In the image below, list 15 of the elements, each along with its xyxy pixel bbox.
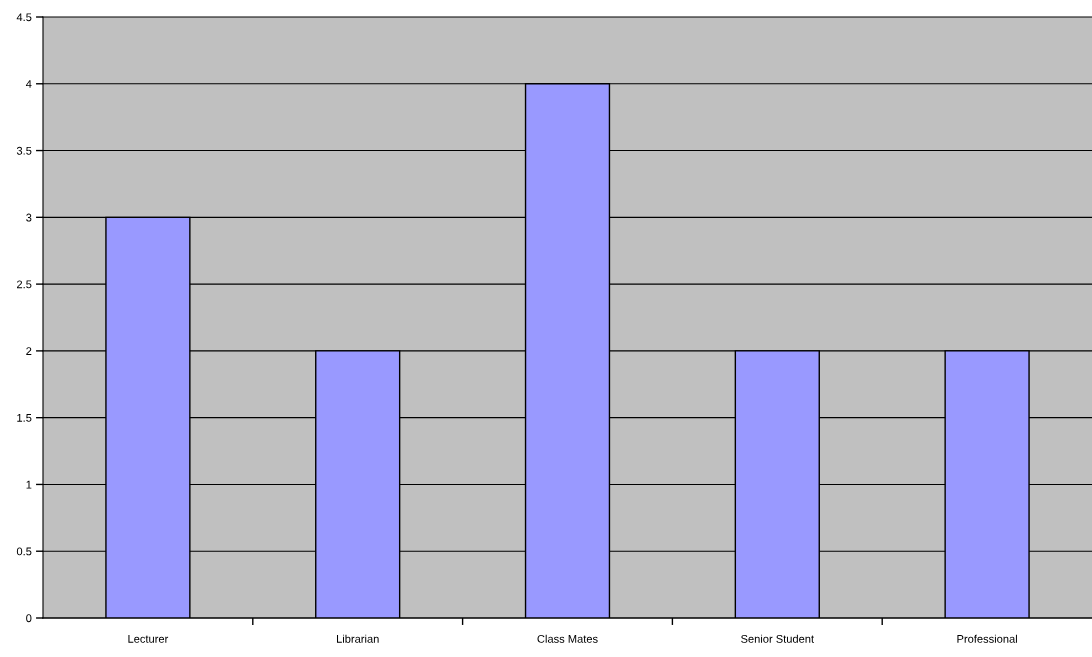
y-tick-label: 1: [26, 480, 32, 489]
x-tick-label: Class Mates: [537, 634, 598, 643]
y-tick-label: 0.5: [16, 547, 32, 556]
x-tick-label: Lecturer: [128, 635, 169, 643]
y-tick-label: 0: [26, 614, 32, 623]
y-tick-label: 4: [25, 80, 32, 88]
y-tick-label: 2.5: [17, 280, 32, 289]
x-tick-label: Librarian: [337, 634, 379, 643]
y-tick-label: 4.5: [16, 13, 32, 22]
x-tick-label: Professional: [957, 634, 1017, 643]
x-tick-label: Senior Student: [741, 634, 814, 643]
y-tick-label: 3.5: [16, 146, 32, 155]
y-tick-label: 3: [26, 213, 32, 222]
y-tick-label: 2: [26, 347, 32, 355]
y-tick-label: 1.5: [17, 414, 32, 422]
